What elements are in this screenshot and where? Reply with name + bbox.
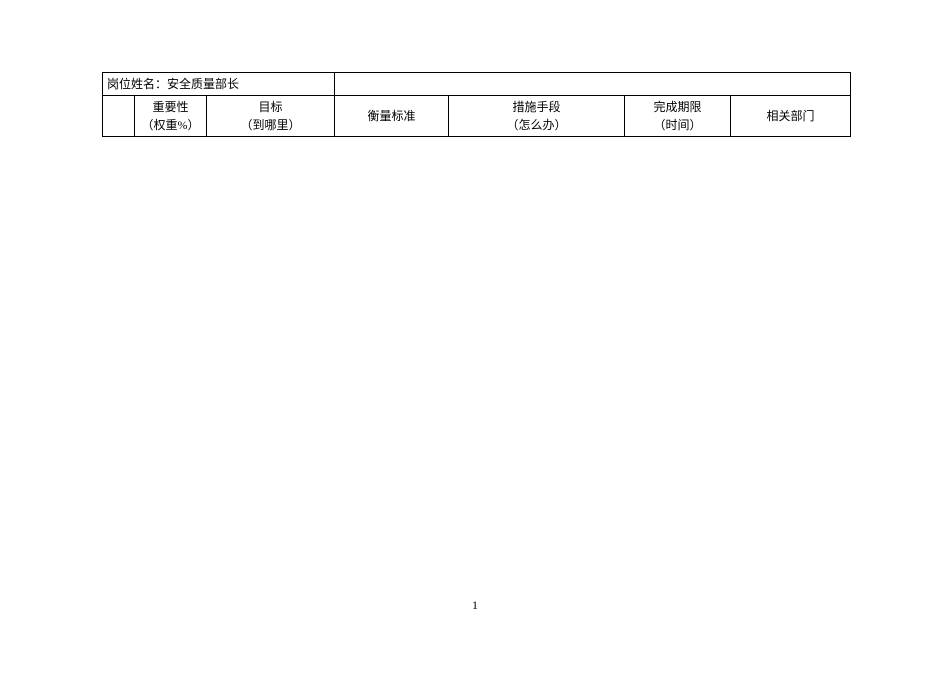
form-table: 岗位姓名：安全质量部长 重要性 （权重%） 目标 （到哪里） 衡量标准 措施手段… xyxy=(102,72,851,137)
title-cell: 岗位姓名：安全质量部长 xyxy=(103,73,335,96)
header-measure: 措施手段 （怎么办） xyxy=(449,96,625,137)
header-importance-line2: （权重%） xyxy=(139,116,202,134)
form-table-container: 岗位姓名：安全质量部长 重要性 （权重%） 目标 （到哪里） 衡量标准 措施手段… xyxy=(102,72,850,137)
header-importance: 重要性 （权重%） xyxy=(135,96,207,137)
title-empty xyxy=(335,73,851,96)
header-dept: 相关部门 xyxy=(731,96,851,137)
header-importance-line1: 重要性 xyxy=(139,98,202,116)
title-row: 岗位姓名：安全质量部长 xyxy=(103,73,851,96)
header-deadline-line2: （时间） xyxy=(629,116,726,134)
header-target-line1: 目标 xyxy=(211,98,330,116)
header-deadline: 完成期限 （时间） xyxy=(625,96,731,137)
header-target-line2: （到哪里） xyxy=(211,116,330,134)
header-col1 xyxy=(103,96,135,137)
header-standard: 衡量标准 xyxy=(335,96,449,137)
header-target: 目标 （到哪里） xyxy=(207,96,335,137)
header-row: 重要性 （权重%） 目标 （到哪里） 衡量标准 措施手段 （怎么办） 完成期限 … xyxy=(103,96,851,137)
title-label: 岗位姓名： xyxy=(107,77,167,91)
header-measure-line1: 措施手段 xyxy=(453,98,620,116)
page-number: 1 xyxy=(472,598,478,613)
header-measure-line2: （怎么办） xyxy=(453,116,620,134)
header-deadline-line1: 完成期限 xyxy=(629,98,726,116)
title-value: 安全质量部长 xyxy=(167,77,239,91)
